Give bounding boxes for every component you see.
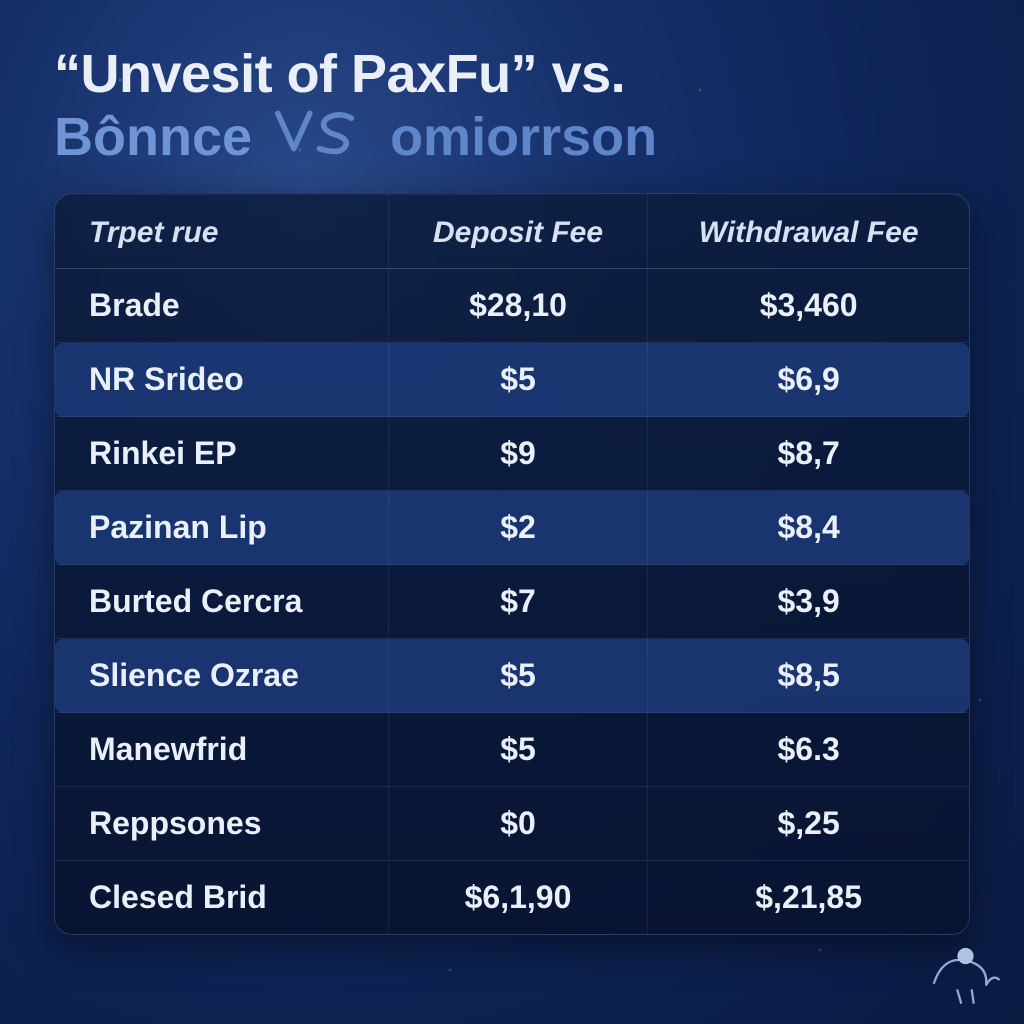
deposit-fee-cell: $5: [388, 639, 648, 713]
deposit-fee-cell: $5: [388, 343, 648, 417]
table-header-row: Trpet rue Deposit Fee Withdrawal Fee: [55, 194, 969, 269]
title-line-2: Bônnce omiorrson: [54, 107, 970, 166]
col-header-deposit: Deposit Fee: [388, 194, 648, 269]
deposit-fee-cell: $9: [388, 417, 648, 491]
table-row: Rinkei EP$9$8,7: [55, 417, 969, 491]
table-row: Slience Ozrae$5$8,5: [55, 639, 969, 713]
table-row: Brade$28,10$3,460: [55, 269, 969, 343]
withdrawal-fee-cell: $3,9: [648, 565, 969, 639]
row-label: Manewfrid: [55, 713, 388, 787]
title-brand-a: Bônnce: [54, 107, 252, 167]
vs-icon: [273, 107, 369, 155]
withdrawal-fee-cell: $8,4: [648, 491, 969, 565]
content-wrap: “Unvesit of PaxFu” vs. Bônnce omiorrson …: [0, 0, 1024, 1024]
deposit-fee-cell: $28,10: [388, 269, 648, 343]
row-label: Slience Ozrae: [55, 639, 388, 713]
comparison-table: Trpet rue Deposit Fee Withdrawal Fee Bra…: [55, 194, 969, 934]
row-label: Brade: [55, 269, 388, 343]
withdrawal-fee-cell: $3,460: [648, 269, 969, 343]
deposit-fee-cell: $5: [388, 713, 648, 787]
table-body: Brade$28,10$3,460NR Srideo$5$6,9Rinkei E…: [55, 269, 969, 935]
col-header-name: Trpet rue: [55, 194, 388, 269]
withdrawal-fee-cell: $6,9: [648, 343, 969, 417]
row-label: Clesed Brid: [55, 861, 388, 935]
table-row: Burted Cercra$7$3,9: [55, 565, 969, 639]
row-label: NR Srideo: [55, 343, 388, 417]
col-header-withdrawal: Withdrawal Fee: [648, 194, 969, 269]
withdrawal-fee-cell: $6.3: [648, 713, 969, 787]
row-label: Reppsones: [55, 787, 388, 861]
table-row: Manewfrid$5$6.3: [55, 713, 969, 787]
withdrawal-fee-cell: $8,7: [648, 417, 969, 491]
deposit-fee-cell: $2: [388, 491, 648, 565]
table-row: NR Srideo$5$6,9: [55, 343, 969, 417]
row-label: Rinkei EP: [55, 417, 388, 491]
row-label: Burted Cercra: [55, 565, 388, 639]
table-row: Reppsones$0$,25: [55, 787, 969, 861]
deposit-fee-cell: $7: [388, 565, 648, 639]
corner-doodle-icon: [916, 920, 1006, 1010]
deposit-fee-cell: $0: [388, 787, 648, 861]
table-row: Pazinan Lip$2$8,4: [55, 491, 969, 565]
deposit-fee-cell: $6,1,90: [388, 861, 648, 935]
title-line-1: “Unvesit of PaxFu” vs.: [54, 46, 970, 103]
withdrawal-fee-cell: $8,5: [648, 639, 969, 713]
comparison-table-card: Trpet rue Deposit Fee Withdrawal Fee Bra…: [54, 193, 970, 935]
row-label: Pazinan Lip: [55, 491, 388, 565]
title-brand-b: omiorrson: [390, 107, 657, 167]
table-row: Clesed Brid$6,1,90$,21,85: [55, 861, 969, 935]
withdrawal-fee-cell: $,25: [648, 787, 969, 861]
